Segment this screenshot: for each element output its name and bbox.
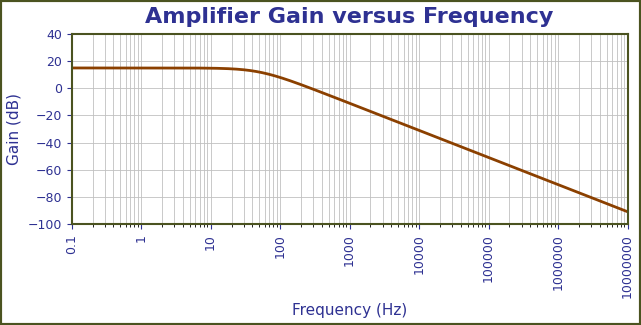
X-axis label: Frequency (Hz): Frequency (Hz) xyxy=(292,303,407,318)
Title: Amplifier Gain versus Frequency: Amplifier Gain versus Frequency xyxy=(146,7,554,27)
Y-axis label: Gain (dB): Gain (dB) xyxy=(7,93,22,165)
